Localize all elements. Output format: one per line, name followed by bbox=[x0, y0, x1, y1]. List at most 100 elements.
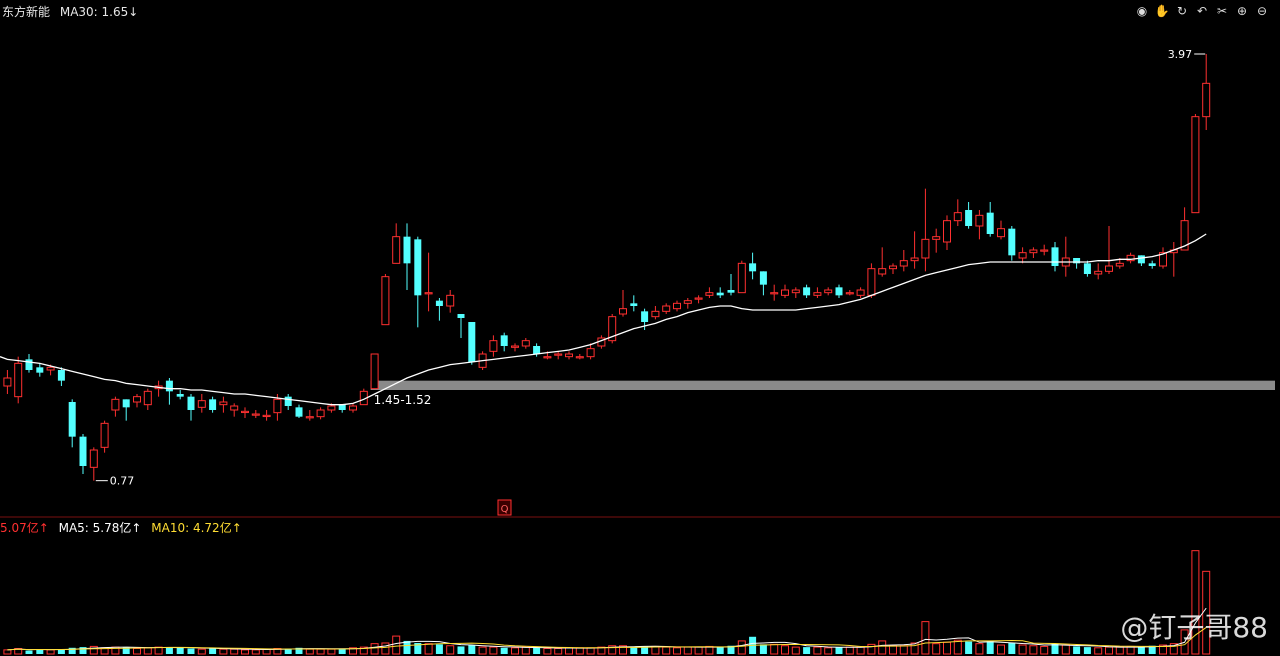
candle-body bbox=[241, 410, 249, 414]
volume-bar bbox=[370, 643, 379, 655]
candle-body bbox=[554, 353, 563, 356]
volume-bar bbox=[824, 647, 833, 655]
volume-bar bbox=[187, 648, 195, 654]
volume-bar bbox=[943, 641, 951, 655]
candle-body bbox=[619, 308, 627, 315]
candle-body bbox=[14, 362, 23, 398]
volume-bar bbox=[1073, 646, 1081, 654]
volume-bar bbox=[867, 643, 876, 655]
candle-body bbox=[1040, 249, 1049, 252]
candle-body bbox=[845, 292, 854, 295]
volume-bar bbox=[997, 644, 1005, 655]
volume-bar bbox=[403, 640, 411, 654]
volume-bar bbox=[1191, 550, 1200, 655]
candle-body bbox=[122, 399, 130, 408]
volume-bar bbox=[305, 648, 314, 655]
volume-bar bbox=[965, 641, 973, 654]
candle-body bbox=[414, 239, 422, 296]
scissors-icon[interactable]: ✂ bbox=[1216, 4, 1228, 18]
candle-body bbox=[1115, 262, 1124, 267]
candle-body bbox=[381, 276, 390, 326]
stock-name: 东方新能 bbox=[2, 5, 51, 19]
volume-bar bbox=[662, 646, 671, 655]
candle-body bbox=[813, 292, 822, 296]
candle-body bbox=[943, 220, 951, 243]
candle-body bbox=[662, 305, 671, 312]
zoom-in-icon[interactable]: ⊕ bbox=[1236, 4, 1248, 18]
volume-bar bbox=[3, 649, 12, 655]
volume-bar bbox=[14, 647, 23, 655]
volume-bar bbox=[619, 645, 627, 655]
volume-bar bbox=[1051, 643, 1059, 654]
candle-body bbox=[737, 262, 746, 294]
volume-bar bbox=[316, 648, 325, 655]
candle-body bbox=[683, 300, 692, 304]
eye-icon[interactable]: ◉ bbox=[1136, 4, 1148, 18]
volume-bar bbox=[1008, 642, 1016, 654]
hand-icon[interactable]: ✋ bbox=[1154, 4, 1170, 18]
volume-bar bbox=[284, 648, 292, 654]
volume-bar bbox=[457, 646, 465, 654]
candle-body bbox=[1180, 220, 1189, 251]
volume-bar bbox=[349, 647, 357, 655]
candle-body bbox=[770, 292, 779, 295]
candle-body bbox=[1159, 252, 1167, 267]
volume-ma10-line bbox=[7, 627, 1207, 651]
candle-body bbox=[608, 316, 617, 342]
volume-bar bbox=[975, 643, 984, 655]
volume-bar bbox=[25, 650, 33, 654]
candle-body bbox=[209, 399, 217, 410]
volume-ma5-line bbox=[7, 607, 1207, 651]
candle-body bbox=[543, 356, 552, 359]
volume-bar bbox=[835, 647, 843, 654]
volume-bar bbox=[46, 649, 55, 655]
candle-body bbox=[1094, 270, 1103, 275]
volume-bar bbox=[986, 640, 994, 654]
q-marker-label: Q bbox=[501, 504, 509, 515]
refresh-icon[interactable]: ↻ bbox=[1176, 4, 1188, 18]
volume-bar bbox=[1029, 645, 1038, 655]
candle-body bbox=[997, 228, 1005, 238]
candle-body bbox=[3, 377, 12, 387]
undo-icon[interactable]: ↶ bbox=[1196, 4, 1208, 18]
volume-bar bbox=[813, 646, 822, 655]
candle-body bbox=[1105, 265, 1113, 272]
candle-body bbox=[79, 436, 87, 466]
candle-body bbox=[1083, 263, 1091, 274]
candle-body bbox=[586, 348, 595, 358]
volume-bar bbox=[359, 646, 368, 655]
volume-series bbox=[3, 550, 1211, 655]
candle-body bbox=[143, 390, 152, 406]
candle-body bbox=[500, 335, 508, 346]
zoom-out-icon[interactable]: ⊖ bbox=[1256, 4, 1268, 18]
volume-bar bbox=[1061, 644, 1070, 655]
candle-body bbox=[781, 289, 789, 296]
volume-bar bbox=[932, 643, 941, 655]
candle-body bbox=[1202, 82, 1211, 118]
candle-body bbox=[327, 405, 336, 411]
candle-body bbox=[694, 297, 703, 300]
ma30-line bbox=[0, 233, 1207, 406]
candle-body bbox=[867, 268, 876, 296]
volume-bar bbox=[1040, 645, 1049, 655]
volume-bar bbox=[781, 645, 789, 655]
volume-bar bbox=[1115, 646, 1124, 655]
candle-body bbox=[932, 236, 941, 240]
candle-body bbox=[921, 238, 930, 259]
volume-bar bbox=[251, 649, 260, 655]
chart-toolbar: ◉ ✋ ↻ ↶ ✂ ⊕ ⊖ bbox=[1134, 3, 1270, 19]
candle-body bbox=[165, 380, 173, 392]
candle-body bbox=[965, 210, 973, 226]
candle-body bbox=[759, 271, 767, 285]
candle-body bbox=[716, 292, 724, 296]
candle-body bbox=[57, 370, 65, 381]
volume-bar bbox=[511, 647, 519, 655]
candle-body bbox=[219, 401, 228, 406]
volume-bar bbox=[878, 640, 887, 655]
volume-bar bbox=[543, 647, 552, 655]
volume-legend: 5.07亿↑ MA5: 5.78亿↑ MA10: 4.72亿↑ bbox=[0, 519, 248, 536]
volume-bar bbox=[327, 648, 336, 655]
volume-bar bbox=[338, 648, 346, 654]
candle-body bbox=[673, 302, 681, 310]
